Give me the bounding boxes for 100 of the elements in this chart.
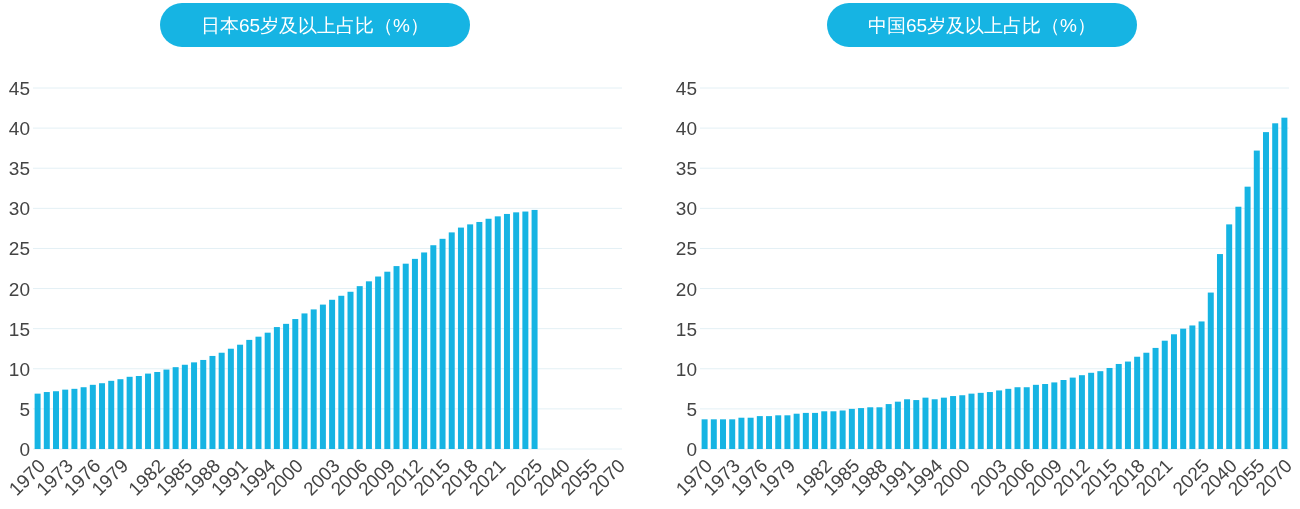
bar [53,391,59,449]
bar [959,395,966,449]
bar [181,364,188,449]
bar [172,367,179,449]
y-tick-label: 35 [8,157,30,179]
bar [117,379,124,449]
y-tick-label: 25 [675,237,697,259]
bar [292,319,299,449]
bar [375,276,382,449]
y-tick-label: 45 [8,77,30,99]
bar [80,387,87,449]
bar [867,407,874,449]
bar [1134,356,1141,449]
bar [1170,334,1177,449]
bar [793,413,800,449]
bar [1281,117,1288,449]
bar [1226,224,1233,449]
y-tick-label: 20 [8,278,30,300]
bar [950,396,957,449]
bar [1244,186,1251,449]
y-tick-label: 10 [8,358,30,380]
bar [848,408,855,449]
bar [766,416,773,449]
bar [71,388,78,449]
bar [1235,206,1242,449]
bar [365,281,372,449]
bar [1253,150,1260,449]
bar [1115,363,1122,449]
y-tick-label: 30 [675,197,697,219]
bar [467,224,474,449]
chart-title: 中国65岁及以上占比（%） [867,14,1097,36]
bar [135,376,142,449]
y-tick-label: 35 [675,157,697,179]
bar [1152,347,1159,449]
bar [821,411,828,449]
bar [43,392,50,449]
bar [830,411,837,449]
bar [200,359,207,449]
bar [775,415,782,449]
bar [237,344,244,449]
bar [1263,132,1269,449]
bar [1198,321,1205,449]
y-tick-label: 20 [675,278,697,300]
bar [402,263,409,449]
y-tick-label: 40 [675,117,697,139]
bar [1143,352,1150,449]
bar [784,415,791,449]
bar [977,392,984,449]
bar [1207,292,1214,449]
bar [1189,325,1196,449]
bar [1042,384,1049,449]
bar [108,380,115,449]
bar [338,295,345,449]
bar [522,211,529,449]
bar [720,419,726,449]
bar [411,258,418,449]
bar [1088,372,1095,449]
y-tick-label: 10 [675,358,697,380]
y-tick-label: 25 [8,237,30,259]
bar [904,399,911,449]
bar [1272,123,1279,449]
bar [283,323,290,449]
bar [839,410,846,449]
bar [940,397,947,449]
bar [154,371,161,449]
bar [1180,328,1187,449]
y-tick-label: 0 [19,438,30,460]
bar [273,327,280,449]
chart-title: 日本65岁及以上占比（%） [200,14,430,36]
y-tick-label: 15 [675,318,697,340]
bar [430,245,437,449]
y-tick-label: 45 [675,77,697,99]
bar [329,299,336,449]
bar [756,416,763,449]
bar [145,373,152,449]
bar [858,408,865,449]
bar [126,376,133,449]
bar [701,419,708,449]
bar [421,252,428,449]
bar [255,336,262,449]
bar [1032,384,1039,449]
bar [802,412,809,449]
bar [986,392,993,449]
bar [439,238,446,449]
y-tick-label: 0 [686,438,697,460]
bar [264,332,271,449]
bar [1060,380,1067,449]
bar [319,304,326,449]
bar [99,383,106,449]
bar [246,339,253,449]
bar [227,348,234,449]
bar [729,419,736,449]
bar [876,407,883,449]
bar [996,390,1003,449]
bar [710,419,717,449]
bar [310,309,317,449]
bar [163,369,170,449]
bar [1005,388,1012,449]
bar [931,399,938,449]
bar [209,355,216,449]
